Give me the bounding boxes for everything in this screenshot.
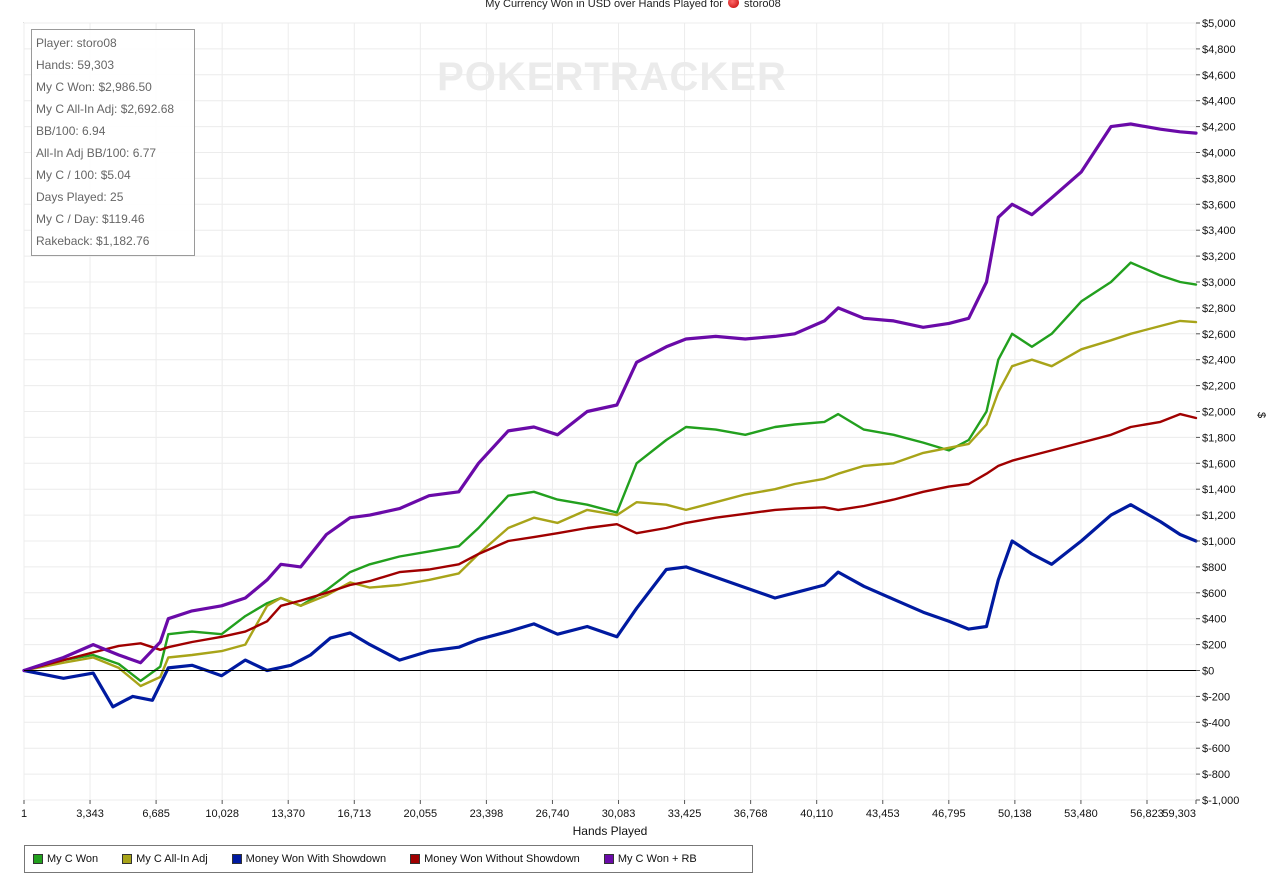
y-tick-label: $2,000 xyxy=(1202,407,1236,419)
y-tick-label: $600 xyxy=(1202,588,1226,600)
legend-item[interactable]: My C Won xyxy=(33,853,98,865)
legend-label: My C All-In Adj xyxy=(136,853,208,865)
legend-item[interactable]: My C All-In Adj xyxy=(122,853,208,865)
series-line-money-won-with-showdown xyxy=(22,503,1198,709)
y-tick-label: $-800 xyxy=(1202,769,1230,781)
series-line-my-c-all-in-adj xyxy=(22,319,1198,688)
y-tick-label: $-200 xyxy=(1202,691,1230,703)
legend-item[interactable]: Money Won Without Showdown xyxy=(410,853,580,865)
x-tick-label: 6,685 xyxy=(142,808,170,820)
x-axis-label: Hands Played xyxy=(573,824,648,838)
stat-line: My C / Day: $119.46 xyxy=(36,212,145,226)
chart-title: My Currency Won in USD over Hands Played… xyxy=(0,0,1266,10)
y-axis: $5,000 $4,800 $4,600 $4,400 $4,200 $4,000 $3,8… xyxy=(1196,18,1239,807)
x-axis: 1 3,343 6,685 10,028 13,370 16,713 20,055 23,39… xyxy=(21,800,1197,820)
y-tick-label: $0 xyxy=(1202,666,1214,678)
grid-lines xyxy=(23,22,1197,801)
legend-swatch xyxy=(603,854,614,864)
stat-line: Hands: 59,303 xyxy=(36,58,115,72)
legend-label: Money Won With Showdown xyxy=(245,853,387,865)
series-line-money-won-without-showdown xyxy=(22,412,1198,672)
y-tick-label: $400 xyxy=(1202,614,1226,626)
y-tick-label: $-1,000 xyxy=(1202,795,1239,807)
y-tick-label: $1,200 xyxy=(1202,510,1236,522)
stat-line: Days Played: 25 xyxy=(36,190,124,204)
legend-swatch xyxy=(122,854,133,864)
y-tick-label: $1,800 xyxy=(1202,432,1236,444)
stat-line: BB/100: 6.94 xyxy=(36,124,106,138)
x-tick-label: 40,110 xyxy=(800,808,833,820)
x-tick-label: 23,398 xyxy=(470,808,504,820)
x-tick-label: 46,795 xyxy=(932,808,966,820)
series-line-my-c-won-rb xyxy=(22,122,1198,673)
y-tick-label: $3,600 xyxy=(1202,199,1236,211)
y-tick-label: $3,000 xyxy=(1202,277,1236,289)
x-tick-label: 43,453 xyxy=(866,808,900,820)
poker-chip-icon xyxy=(727,0,739,8)
legend-item[interactable]: Money Won With Showdown xyxy=(231,853,387,865)
y-tick-label: $-600 xyxy=(1202,743,1230,755)
stat-line: My C All-In Adj: $2,692.68 xyxy=(36,102,175,116)
legend-label: My C Won + RB xyxy=(617,853,697,865)
y-tick-label: $1,400 xyxy=(1202,484,1236,496)
x-tick-label: 53,480 xyxy=(1064,808,1098,820)
x-tick-label: 30,083 xyxy=(602,808,636,820)
chart-title-text: My Currency Won in USD over Hands Played… xyxy=(485,0,723,10)
series-lines xyxy=(22,122,1198,709)
x-tick-label: 26,740 xyxy=(536,808,570,820)
y-tick-label: $4,400 xyxy=(1202,96,1236,108)
x-tick-label: 20,055 xyxy=(404,808,438,820)
legend-swatch xyxy=(231,854,242,864)
y-tick-label: $3,400 xyxy=(1202,225,1236,237)
y-tick-label: $4,800 xyxy=(1202,44,1236,56)
x-tick-label: 59,303 xyxy=(1162,808,1196,820)
x-tick-label: 3,343 xyxy=(76,808,104,820)
stat-line: My C Won: $2,986.50 xyxy=(36,80,152,94)
x-tick-label: 1 xyxy=(21,808,27,820)
stat-line: All-In Adj BB/100: 6.77 xyxy=(36,146,157,160)
y-tick-label: $1,600 xyxy=(1202,458,1236,470)
series-line-my-c-won xyxy=(22,261,1198,683)
x-tick-label: 36,768 xyxy=(734,808,768,820)
y-tick-label: $4,200 xyxy=(1202,122,1236,134)
chart-title-player: storo08 xyxy=(744,0,781,10)
y-axis-label: $ xyxy=(1255,412,1266,418)
y-tick-label: $200 xyxy=(1202,640,1226,652)
y-tick-label: $3,200 xyxy=(1202,251,1236,263)
y-tick-label: $3,800 xyxy=(1202,173,1236,185)
legend: My C Won My C All-In Adj Money Won With Sh… xyxy=(24,845,753,873)
stat-line: Player: storo08 xyxy=(36,36,117,50)
legend-label: My C Won xyxy=(47,853,99,865)
x-tick-label: 56,823 xyxy=(1130,808,1164,820)
x-tick-label: 16,713 xyxy=(337,808,371,820)
y-tick-label: $4,000 xyxy=(1202,148,1236,160)
y-tick-label: $2,600 xyxy=(1202,329,1236,341)
x-tick-label: 33,425 xyxy=(668,808,702,820)
x-tick-label: 13,370 xyxy=(271,808,305,820)
y-tick-label: $-400 xyxy=(1202,717,1230,729)
y-tick-label: $800 xyxy=(1202,562,1226,574)
y-tick-label: $1,000 xyxy=(1202,536,1236,548)
y-tick-label: $2,200 xyxy=(1202,381,1236,393)
y-tick-label: $2,800 xyxy=(1202,303,1236,315)
poker-tracker-watermark: POKERTRACKER xyxy=(437,55,787,99)
stat-line: My C / 100: $5.04 xyxy=(36,168,131,182)
legend-label: Money Won Without Showdown xyxy=(424,853,580,865)
stat-line: Rakeback: $1,182.76 xyxy=(36,234,150,248)
legend-swatch xyxy=(410,854,421,864)
y-tick-label: $5,000 xyxy=(1202,18,1236,30)
x-tick-label: 10,028 xyxy=(205,808,239,820)
stats-panel: Player: storo08 Hands: 59,303 My C Won: $2… xyxy=(31,29,195,256)
y-tick-label: $4,600 xyxy=(1202,70,1236,82)
legend-item[interactable]: My C Won + RB xyxy=(603,853,697,865)
y-tick-label: $2,400 xyxy=(1202,355,1236,367)
x-tick-label: 50,138 xyxy=(998,808,1032,820)
legend-swatch xyxy=(33,854,43,864)
